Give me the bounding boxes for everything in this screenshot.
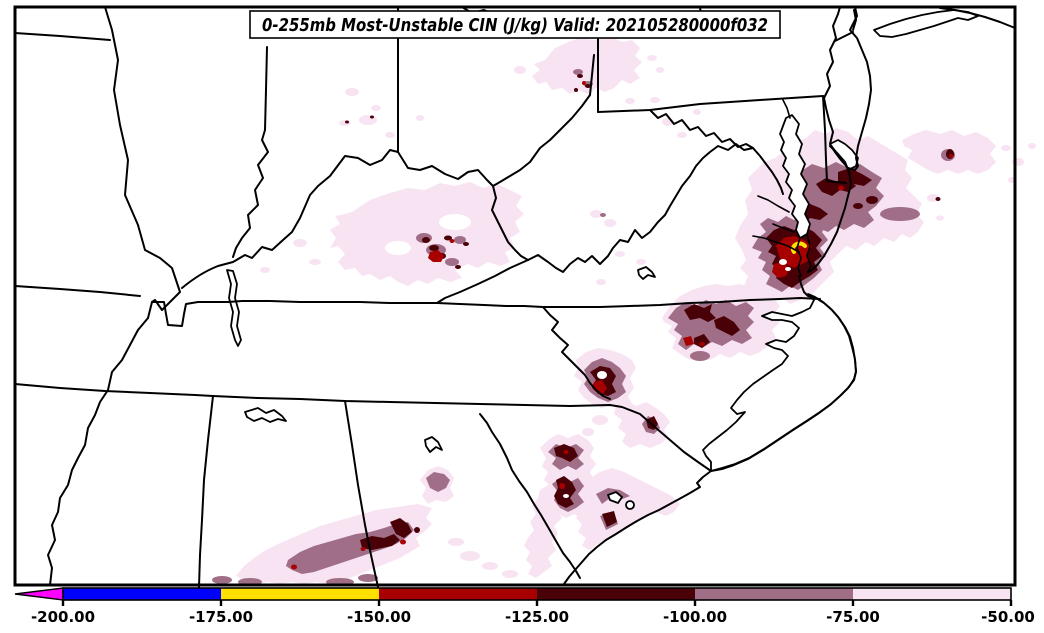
colorbar-tick-label: -150.00 (347, 608, 411, 626)
title-box: 0-255mb Most-Unstable CIN (J/kg) Valid: … (249, 10, 781, 39)
colorbar-tick-label: -175.00 (189, 608, 253, 626)
colorbar-tick-label: -100.00 (663, 608, 727, 626)
colorbar-segment-mauve (695, 588, 853, 600)
colorbar-tick-label: -50.00 (981, 608, 1035, 626)
lake-hartwell (424, 436, 443, 453)
map-title: 0-255mb Most-Unstable CIN (J/kg) Valid: … (262, 15, 768, 36)
lake-marion (607, 491, 623, 504)
colorbar-segment-pink (853, 588, 1011, 600)
state-borders (14, 6, 1016, 588)
colorbar-underflow-arrow (14, 587, 64, 601)
chesapeake-bay (779, 114, 811, 239)
colorbar-tick-label: -75.00 (826, 608, 880, 626)
lake-guntersville (244, 407, 287, 423)
lake-moultrie (625, 500, 635, 510)
smith-mountain-lake (637, 266, 656, 280)
cin-fill-holes (563, 259, 791, 498)
kentucky-lake (226, 269, 242, 347)
colorbar-segment-blue (63, 588, 221, 600)
colorbar-tick-label: -200.00 (31, 608, 95, 626)
cin-fill-pale-pink (236, 36, 1036, 584)
map-frame (13, 5, 1017, 587)
coastline (563, 6, 872, 585)
colorbar-tick-label: -125.00 (505, 608, 569, 626)
colorbar-segment-maroon (537, 588, 695, 600)
cin-fill-yellow (790, 241, 807, 254)
long-island (873, 9, 979, 38)
colorbar: -200.00 -175.00 -150.00 -125.00 -100.00 … (14, 587, 1035, 626)
water-bodies (226, 9, 979, 510)
colorbar-segment-yellow (221, 588, 379, 600)
colorbar-segment-red (379, 588, 537, 600)
